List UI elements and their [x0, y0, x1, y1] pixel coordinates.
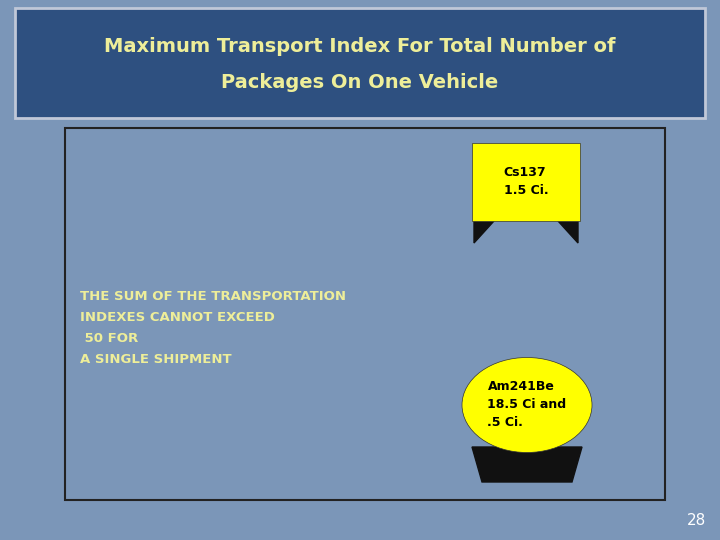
Polygon shape [472, 447, 582, 482]
Polygon shape [558, 221, 578, 243]
Polygon shape [474, 221, 494, 243]
FancyBboxPatch shape [65, 128, 665, 500]
Text: Maximum Transport Index For Total Number of: Maximum Transport Index For Total Number… [104, 37, 616, 57]
FancyBboxPatch shape [472, 143, 580, 221]
Text: Cs137
1.5 Ci.: Cs137 1.5 Ci. [504, 166, 549, 198]
Text: 28: 28 [687, 513, 706, 528]
Text: THE SUM OF THE TRANSPORTATION
INDEXES CANNOT EXCEED
 50 FOR
A SINGLE SHIPMENT: THE SUM OF THE TRANSPORTATION INDEXES CA… [80, 290, 346, 366]
FancyBboxPatch shape [15, 8, 705, 118]
Text: Packages On One Vehicle: Packages On One Vehicle [221, 73, 499, 92]
Text: Am241Be
18.5 Ci and
.5 Ci.: Am241Be 18.5 Ci and .5 Ci. [487, 381, 567, 429]
Ellipse shape [462, 357, 592, 453]
